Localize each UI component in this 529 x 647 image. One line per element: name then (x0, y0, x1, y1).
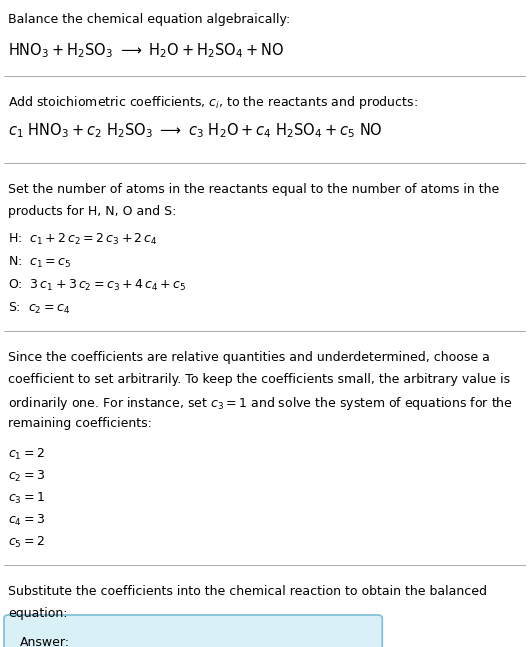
Text: Answer:: Answer: (20, 636, 70, 647)
Text: N:  $c_1 = c_5$: N: $c_1 = c_5$ (8, 255, 71, 270)
Text: $c_4 = 3$: $c_4 = 3$ (8, 513, 45, 528)
Text: H:  $c_1 + 2\,c_2 = 2\,c_3 + 2\,c_4$: H: $c_1 + 2\,c_2 = 2\,c_3 + 2\,c_4$ (8, 232, 158, 247)
FancyBboxPatch shape (4, 615, 382, 647)
Text: $c_1 = 2$: $c_1 = 2$ (8, 447, 45, 462)
Text: $c_2 = 3$: $c_2 = 3$ (8, 469, 45, 484)
Text: S:  $c_2 = c_4$: S: $c_2 = c_4$ (8, 301, 70, 316)
Text: O:  $3\,c_1 + 3\,c_2 = c_3 + 4\,c_4 + c_5$: O: $3\,c_1 + 3\,c_2 = c_3 + 4\,c_4 + c_5… (8, 278, 186, 293)
Text: Since the coefficients are relative quantities and underdetermined, choose a: Since the coefficients are relative quan… (8, 351, 490, 364)
Text: equation:: equation: (8, 607, 68, 620)
Text: $c_3 = 1$: $c_3 = 1$ (8, 491, 45, 506)
Text: Add stoichiometric coefficients, $c_i$, to the reactants and products:: Add stoichiometric coefficients, $c_i$, … (8, 94, 418, 111)
Text: remaining coefficients:: remaining coefficients: (8, 417, 152, 430)
Text: Set the number of atoms in the reactants equal to the number of atoms in the: Set the number of atoms in the reactants… (8, 183, 499, 196)
Text: $c_5 = 2$: $c_5 = 2$ (8, 535, 45, 550)
Text: $c_1\ \mathrm{HNO_3} + c_2\ \mathrm{H_2SO_3} \ \longrightarrow \ c_3\ \mathrm{H_: $c_1\ \mathrm{HNO_3} + c_2\ \mathrm{H_2S… (8, 121, 383, 140)
Text: coefficient to set arbitrarily. To keep the coefficients small, the arbitrary va: coefficient to set arbitrarily. To keep … (8, 373, 510, 386)
Text: ordinarily one. For instance, set $c_3 = 1$ and solve the system of equations fo: ordinarily one. For instance, set $c_3 =… (8, 395, 513, 412)
Text: Substitute the coefficients into the chemical reaction to obtain the balanced: Substitute the coefficients into the che… (8, 585, 487, 598)
Text: Balance the chemical equation algebraically:: Balance the chemical equation algebraica… (8, 13, 290, 26)
Text: products for H, N, O and S:: products for H, N, O and S: (8, 205, 176, 218)
Text: $\mathrm{HNO_3 + H_2SO_3 \ \longrightarrow \ H_2O + H_2SO_4 + NO}$: $\mathrm{HNO_3 + H_2SO_3 \ \longrightarr… (8, 41, 284, 60)
